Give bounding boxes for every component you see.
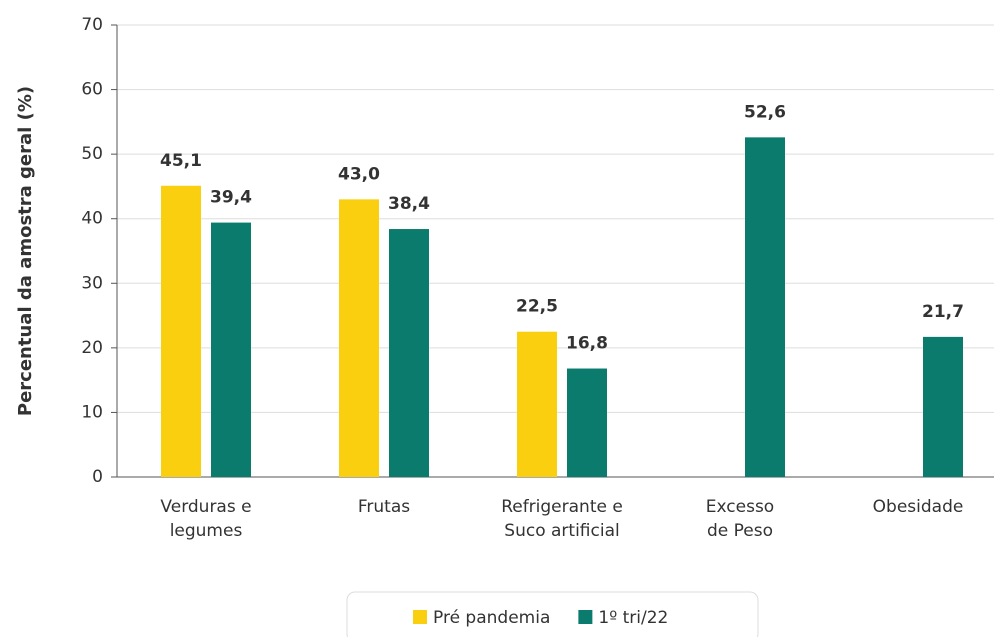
value-label: 52,6 xyxy=(744,102,786,122)
bar xyxy=(745,137,785,477)
x-tick-line: Excesso xyxy=(706,497,774,517)
x-tick-line: Obesidade xyxy=(873,497,964,517)
y-tick-label: 0 xyxy=(92,467,103,487)
bar xyxy=(923,336,963,477)
value-label: 39,4 xyxy=(210,188,252,208)
bar xyxy=(517,331,557,477)
value-label: 45,1 xyxy=(160,151,202,171)
y-tick-label: 10 xyxy=(81,402,103,422)
y-tick-label: 60 xyxy=(81,80,103,100)
x-tick-line: Suco artificial xyxy=(504,521,619,541)
x-tick-line: Verduras e xyxy=(160,497,251,517)
y-tick-label: 30 xyxy=(81,273,103,293)
x-tick-label: Refrigerante e Suco artificial xyxy=(501,497,623,541)
x-tick-line: Frutas xyxy=(358,497,410,517)
x-tick-label: Obesidade xyxy=(873,497,964,517)
bar xyxy=(389,229,429,477)
y-tick-label: 20 xyxy=(81,338,103,358)
x-tick-line: legumes xyxy=(170,521,243,541)
legend-swatch xyxy=(413,610,427,624)
value-label: 16,8 xyxy=(566,334,608,354)
y-tick-label: 70 xyxy=(81,15,103,35)
bar xyxy=(567,368,607,477)
value-label: 21,7 xyxy=(922,302,964,322)
legend-label: Pré pandemia xyxy=(433,608,550,628)
x-tick-line: de Peso xyxy=(707,521,773,541)
x-tick-label: Excesso de Peso xyxy=(706,497,774,541)
bar xyxy=(339,199,379,478)
value-label: 22,5 xyxy=(516,297,558,317)
x-tick-label: Frutas xyxy=(358,497,410,517)
legend-box xyxy=(346,591,759,637)
y-axis-title: Percentual da amostra geral (%) xyxy=(15,86,36,416)
value-label: 43,0 xyxy=(338,164,380,184)
value-label: 38,4 xyxy=(388,194,430,214)
x-tick-line: Refrigerante e xyxy=(501,497,623,517)
x-tick-label: Verduras e legumes xyxy=(160,497,251,541)
legend-swatch xyxy=(578,610,593,624)
y-tick-label: 40 xyxy=(81,209,103,229)
bar xyxy=(211,222,251,477)
bar xyxy=(161,185,201,478)
legend-label: 1º tri/22 xyxy=(598,608,668,628)
y-tick-label: 50 xyxy=(81,144,103,164)
